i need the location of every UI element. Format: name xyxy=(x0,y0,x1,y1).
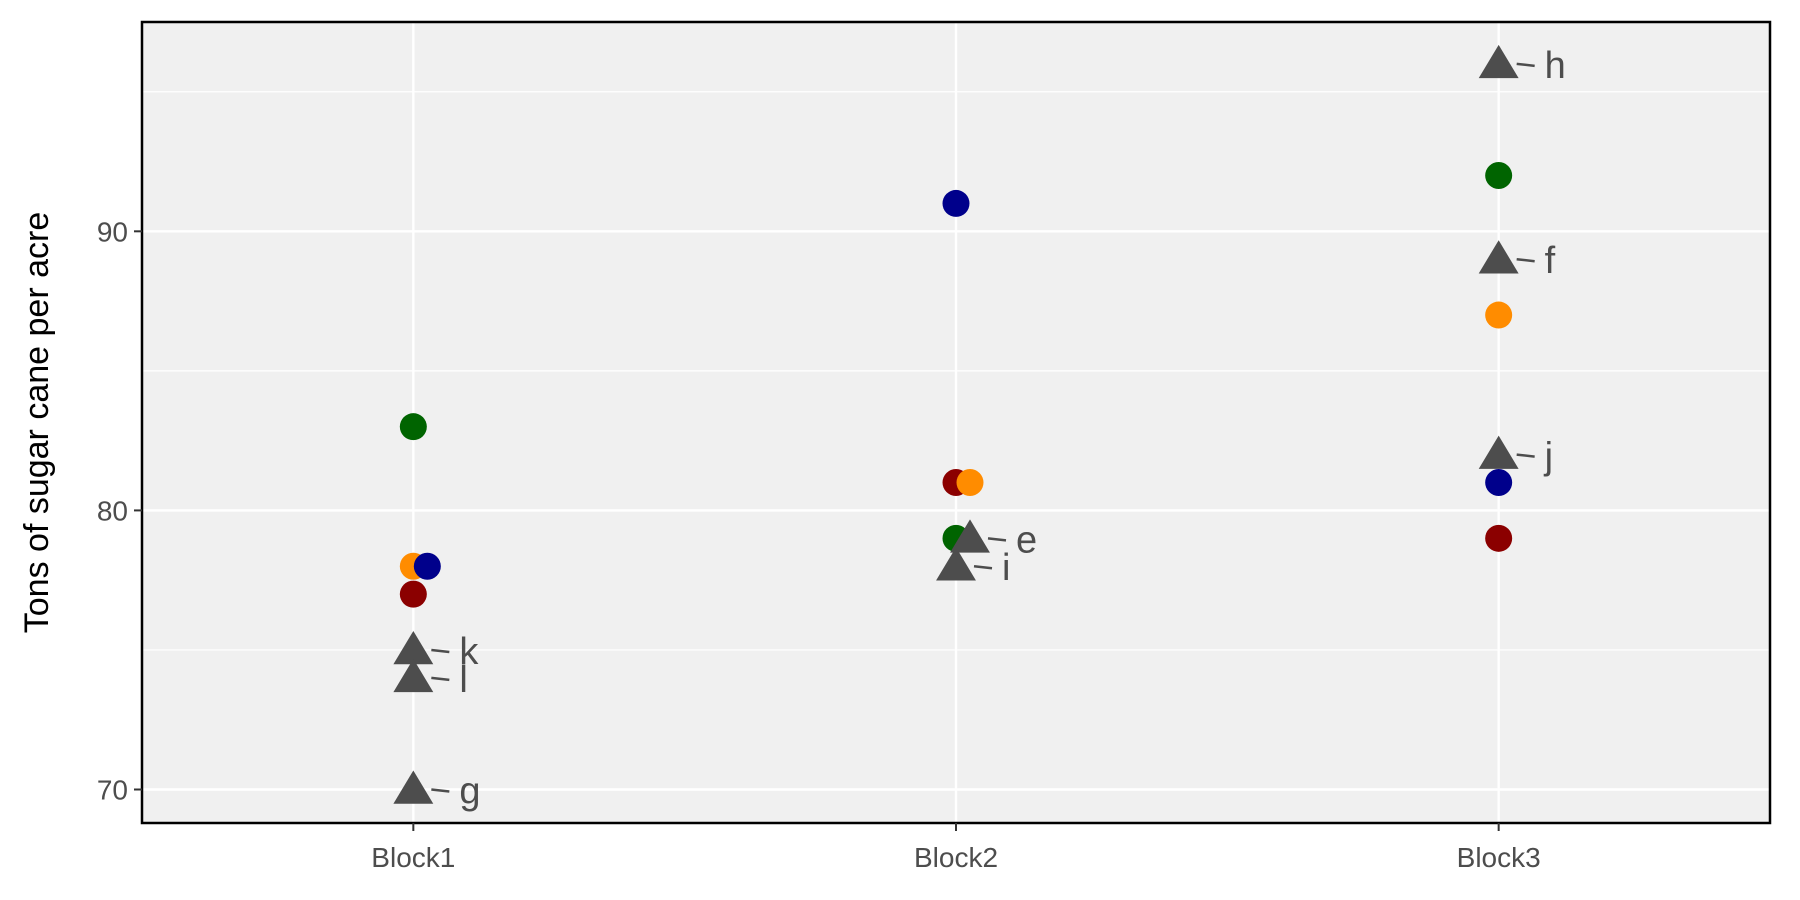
point-label: h xyxy=(1545,45,1566,87)
y-tick-label: 70 xyxy=(97,775,128,806)
point-labels: kl g ei h f j xyxy=(431,45,1566,813)
label-leader-line xyxy=(431,648,450,654)
triangle-point xyxy=(393,630,434,665)
triangle-point xyxy=(393,770,434,804)
circle-point xyxy=(956,469,984,497)
x-tick-label: Block1 xyxy=(371,842,455,873)
label-leader-line xyxy=(431,676,450,682)
point-label: k xyxy=(459,631,479,673)
circle-point xyxy=(942,189,970,217)
y-tick-label: 90 xyxy=(97,216,128,247)
label-leader-line xyxy=(431,788,450,793)
y-axis-title: Tons of sugar cane per acre xyxy=(18,212,56,633)
circle-point xyxy=(399,580,427,608)
label-leader-line xyxy=(973,564,993,570)
triangle-point xyxy=(1478,435,1519,469)
circle-point xyxy=(1485,301,1513,329)
point-label: e xyxy=(1016,519,1037,561)
label-leader-line xyxy=(1516,453,1535,458)
label-leader-line xyxy=(1516,257,1535,263)
point-label: i xyxy=(1002,547,1010,589)
circle-point xyxy=(413,552,441,580)
circle-point xyxy=(1485,524,1513,552)
triangle-point xyxy=(393,658,434,693)
data-points xyxy=(393,44,1519,804)
triangle-point xyxy=(1478,240,1519,274)
point-label: j xyxy=(1544,436,1553,478)
triangle-point xyxy=(936,547,976,581)
axes: 70 80 90 Block1 Block2 Block3 xyxy=(97,216,1541,873)
label-leader-line xyxy=(987,537,1007,542)
triangle-point xyxy=(950,519,990,553)
triangle-point xyxy=(1478,44,1519,79)
circle-point xyxy=(399,413,427,441)
point-label: l xyxy=(459,659,467,701)
point-label: g xyxy=(459,771,480,813)
x-tick-label: Block2 xyxy=(914,842,998,873)
circle-point xyxy=(1485,469,1513,497)
y-tick-label: 80 xyxy=(97,495,128,526)
point-label: f xyxy=(1545,240,1556,282)
x-tick-label: Block3 xyxy=(1457,842,1541,873)
circle-point xyxy=(1485,162,1513,190)
label-leader-line xyxy=(1516,62,1535,68)
